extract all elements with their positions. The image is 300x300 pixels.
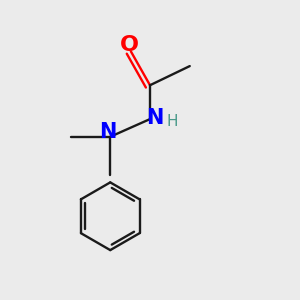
Text: O: O [120,35,139,55]
Text: N: N [146,108,163,127]
Text: N: N [99,122,117,142]
Text: H: H [166,114,178,129]
